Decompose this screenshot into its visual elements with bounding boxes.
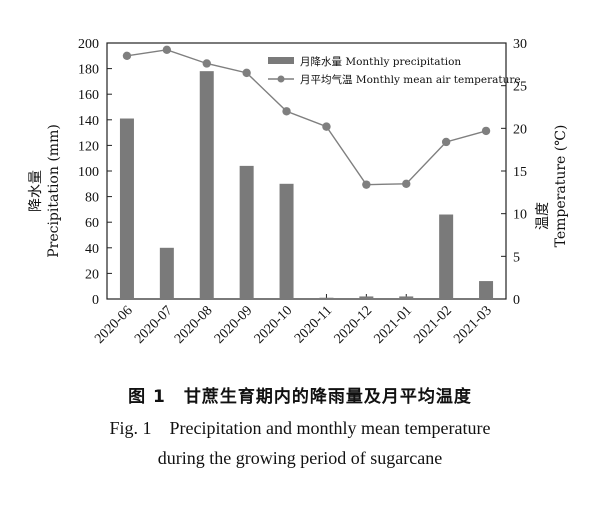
x-tick-label: 2021-03 xyxy=(451,303,495,347)
x-tick-label: 2020-11 xyxy=(292,303,335,346)
y-left-tick-label: 20 xyxy=(85,267,99,282)
temperature-point xyxy=(481,126,491,136)
combo-chart: 0 20 40 60 80 100 120 140 160 180 200 0 5 10 15 20 25 30 2… xyxy=(28,37,569,347)
y-left-title-zh: 降水量 xyxy=(28,170,44,212)
y-left-tick-label: 180 xyxy=(78,63,99,78)
temperature-line xyxy=(126,49,487,186)
x-tick-label: 2021-01 xyxy=(371,303,415,347)
y-right-tick-label: 10 xyxy=(513,208,527,223)
y-right-tick-label: 5 xyxy=(513,250,520,265)
temperature-point xyxy=(322,122,331,131)
caption-en-text-2: during the growing period of sugarcane xyxy=(157,448,443,468)
y-left-tick-label: 120 xyxy=(78,139,99,154)
temperature-point xyxy=(282,107,291,116)
legend-temperature-label: 月平均气温 Monthly mean air temperature xyxy=(300,73,521,86)
y-right-tick-label: 0 xyxy=(513,293,520,308)
temperature-point xyxy=(122,51,132,60)
y-left-tick-label: 160 xyxy=(78,88,99,103)
precipitation-bar xyxy=(199,71,214,299)
temperature-point xyxy=(441,137,451,147)
y-left-tick-label: 0 xyxy=(92,293,99,308)
y-left-tick-label: 40 xyxy=(85,242,99,257)
y-left-tick-label: 60 xyxy=(85,216,99,231)
temperature-point xyxy=(362,180,371,189)
precipitation-bar xyxy=(159,247,174,299)
precipitation-bar xyxy=(479,281,494,299)
plot-area: 0 20 40 60 80 100 120 140 160 180 200 0 5 10 15 20 25 30 2… xyxy=(28,37,569,347)
x-tick-label: 2020-06 xyxy=(92,303,136,347)
y-right-title-en: Temperature (℃) xyxy=(553,125,569,248)
y-right-tick-label: 30 xyxy=(513,37,527,52)
precipitation-bar xyxy=(239,165,254,299)
legend-precipitation-label: 月降水量 Monthly precipitation xyxy=(300,55,461,68)
x-tick-label: 2020-08 xyxy=(172,303,216,347)
y-left-tick-label: 140 xyxy=(78,114,99,129)
x-tick-label: 2020-07 xyxy=(132,303,176,347)
precipitation-bar xyxy=(359,296,374,299)
y-right-tick-label: 20 xyxy=(513,122,527,137)
x-tick-label: 2020-12 xyxy=(332,303,376,347)
y-right-title-zh: 温度 xyxy=(535,202,551,230)
caption-zh-number: 图 1 xyxy=(128,387,166,407)
figure-caption-en-line1: Fig. 1 Precipitation and monthly mean tem… xyxy=(0,418,600,439)
temperature-point xyxy=(202,59,211,68)
precipitation-bar xyxy=(399,296,414,299)
x-tick-label: 2021-02 xyxy=(411,303,455,347)
y-left-title-en: Precipitation (mm) xyxy=(46,124,62,258)
x-tick-label: 2020-10 xyxy=(252,303,296,347)
y-left-tick-label: 100 xyxy=(78,165,99,180)
precipitation-bar xyxy=(279,183,294,299)
y-left-tick-label: 80 xyxy=(85,191,99,206)
y-left-tick-label: 200 xyxy=(78,37,99,52)
temperature-point xyxy=(402,179,411,188)
legend-bar-swatch xyxy=(268,57,294,64)
figure-caption-zh: 图 1 甘蔗生育期内的降雨量及月平均温度 xyxy=(0,382,600,407)
temperature-point xyxy=(242,68,251,78)
caption-en-text-1: Precipitation and monthly mean temperatu… xyxy=(169,418,491,438)
precipitation-bar xyxy=(119,118,134,300)
caption-en-number: Fig. 1 xyxy=(109,418,152,438)
legend-line-marker xyxy=(277,75,285,83)
x-tick-label: 2020-09 xyxy=(212,303,256,347)
precipitation-bar xyxy=(439,214,454,299)
figure-caption-en-line2: during the growing period of sugarcane xyxy=(0,448,600,469)
temperature-point xyxy=(162,45,172,55)
precipitation-bar xyxy=(319,297,334,299)
y-right-tick-label: 15 xyxy=(513,165,527,180)
y-right-tick-label: 25 xyxy=(513,80,527,95)
caption-zh-text: 甘蔗生育期内的降雨量及月平均温度 xyxy=(183,387,472,407)
